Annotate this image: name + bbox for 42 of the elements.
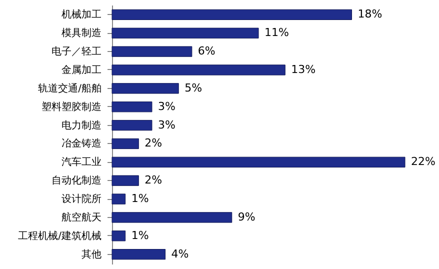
data-label: 2% (144, 174, 162, 187)
data-label: 1% (131, 192, 149, 206)
y-tick-label: 航空航天 (62, 211, 102, 224)
y-tick-label: 轨道交通/船舶 (38, 82, 102, 94)
bar (112, 120, 152, 131)
y-tick-label: 电力制造 (62, 119, 102, 132)
bar (112, 175, 139, 186)
data-label: 4% (171, 247, 189, 260)
bar (112, 156, 406, 168)
bar (112, 28, 259, 38)
bar (112, 212, 232, 223)
bar (112, 46, 192, 57)
y-tick-label: 设计院所 (62, 193, 102, 206)
y-tick-label: 金属加工 (62, 64, 102, 76)
y-tick-label: 模具制造 (62, 27, 102, 40)
bar (112, 9, 352, 20)
data-label: 18% (358, 8, 382, 21)
data-label: 6% (198, 44, 216, 58)
data-label: 3% (158, 100, 176, 113)
y-tick-label: 塑料塑胶制造 (42, 100, 102, 113)
bar (112, 230, 126, 242)
bar (112, 249, 166, 260)
bar (112, 102, 152, 112)
data-label: 5% (184, 81, 202, 94)
y-tick-label: 工程机械/建筑机械 (18, 230, 102, 242)
data-label: 13% (291, 62, 316, 76)
data-label: 22% (411, 155, 436, 168)
y-tick-label: 自动化制造 (52, 174, 102, 187)
y-tick-label: 机械加工 (62, 8, 102, 21)
y-tick-label: 其他 (82, 248, 102, 260)
data-label: 3% (158, 118, 176, 132)
bar (112, 138, 139, 150)
y-tick-label: 冶金铸造 (62, 138, 102, 150)
data-label: 1% (131, 228, 149, 242)
y-tick-label: 汽车工业 (62, 156, 102, 168)
bar (112, 64, 286, 76)
data-label: 9% (238, 210, 256, 224)
y-tick-label: 电子／轻工 (52, 46, 102, 58)
data-label: 11% (264, 26, 289, 40)
bar (112, 194, 126, 204)
bar (112, 83, 179, 94)
data-label: 2% (144, 136, 162, 150)
